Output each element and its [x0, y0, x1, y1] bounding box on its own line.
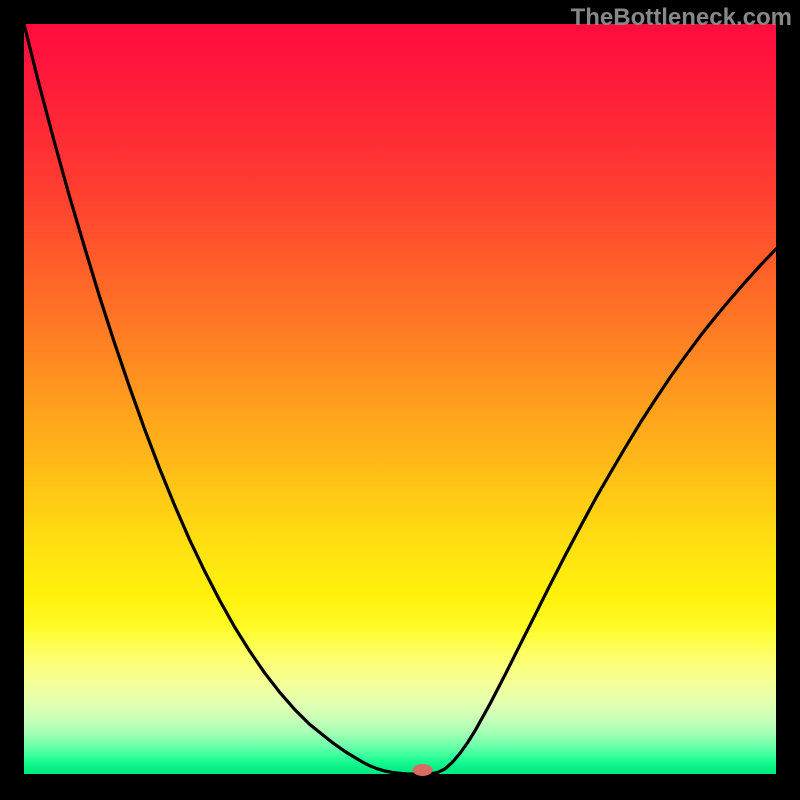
- optimum-marker: [413, 764, 433, 776]
- chart-container: TheBottleneck.com: [0, 0, 800, 800]
- bottleneck-curve-chart: [0, 0, 800, 800]
- plot-background: [24, 24, 776, 774]
- watermark-text: TheBottleneck.com: [571, 4, 792, 32]
